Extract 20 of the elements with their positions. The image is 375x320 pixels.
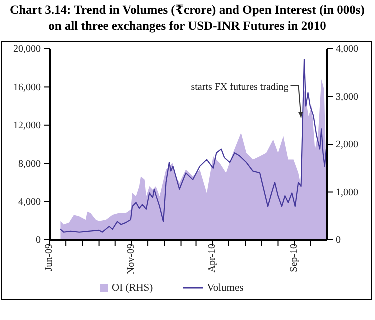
- y-tick-label: 0: [36, 235, 41, 246]
- y-tick-label: 4,000: [18, 197, 41, 208]
- line-series: [60, 58, 328, 233]
- y2-tick-label: 0: [336, 235, 341, 246]
- y-tick-label: 20,000: [14, 44, 41, 56]
- y-tick-label: 16,000: [14, 82, 41, 94]
- x-tick-label: Nov-09: [126, 244, 137, 275]
- y2-tick-label: 1,000: [336, 187, 358, 198]
- legend-label: OI (RHS): [112, 283, 154, 294]
- y-tick-label: 12,000: [14, 120, 41, 132]
- y-tick-label: 8,000: [18, 158, 41, 170]
- x-tick-label: Sep-10: [288, 244, 300, 272]
- x-tick-label: Apr-10: [206, 244, 218, 273]
- annotation: starts FX futures trading: [191, 82, 289, 93]
- x-tick-label: Jun-09: [44, 244, 55, 272]
- y2-tick-label: 2,000: [336, 140, 358, 151]
- legend-label: Volumes: [207, 283, 244, 294]
- chart-title: Chart 3.14: Trend in Volumes (₹crore) and Open Interest (in 000s) on all three exchanges for USD-INR Futures in 2010: [10, 3, 365, 33]
- y2-tick-label: 3,000: [336, 92, 358, 103]
- y2-tick-label: 4,000: [336, 44, 358, 56]
